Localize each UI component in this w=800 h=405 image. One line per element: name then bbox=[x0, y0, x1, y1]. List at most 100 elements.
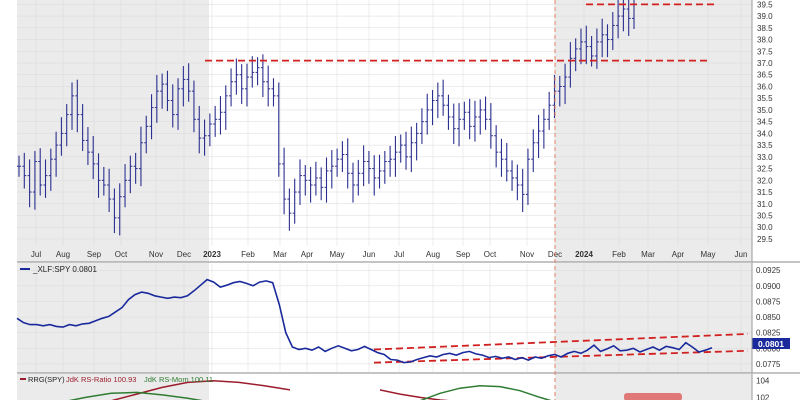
price-x-tick-label: Sep bbox=[87, 250, 102, 259]
price-bar bbox=[176, 78, 181, 130]
price-y-tick-label: 35.0 bbox=[757, 106, 773, 115]
ratio-grid bbox=[17, 264, 752, 372]
price-bar bbox=[584, 25, 589, 65]
price-x-tick-label: Jun bbox=[363, 250, 376, 259]
price-bar bbox=[80, 104, 85, 151]
price-bar bbox=[425, 93, 430, 135]
ratio-legend: _XLF:SPY 0.0801 bbox=[20, 265, 97, 274]
price-y-tick-label: 33.0 bbox=[757, 153, 773, 162]
ratio-series-line bbox=[16, 278, 713, 364]
price-bar bbox=[361, 145, 366, 187]
price-x-tick-label: Mar bbox=[641, 250, 655, 259]
price-bar bbox=[96, 153, 101, 198]
price-bar bbox=[213, 105, 218, 137]
price-bar bbox=[107, 168, 112, 212]
price-bar bbox=[75, 79, 80, 133]
price-bar bbox=[308, 166, 313, 203]
price-bar bbox=[91, 135, 96, 180]
price-bar bbox=[27, 159, 32, 208]
price-bar bbox=[594, 28, 599, 69]
price-bar bbox=[414, 122, 419, 161]
price-x-tick-label: May bbox=[329, 250, 344, 259]
price-bar bbox=[181, 66, 186, 107]
price-bar bbox=[271, 78, 276, 107]
rrg-y-tick-label: 104 bbox=[756, 377, 770, 386]
price-bar bbox=[504, 143, 509, 182]
rrg-series-line bbox=[59, 391, 251, 405]
price-bar bbox=[377, 154, 382, 189]
price-bar bbox=[409, 126, 414, 173]
price-bar bbox=[531, 129, 536, 173]
ratio-y-tick-label: 0.0775 bbox=[756, 360, 781, 369]
price-y-tick-label: 32.0 bbox=[757, 176, 773, 185]
price-y-tick-label: 37.0 bbox=[757, 59, 773, 68]
price-y-tick-label: 32.5 bbox=[757, 165, 773, 174]
price-bar bbox=[419, 108, 424, 144]
price-bar bbox=[319, 167, 324, 201]
price-bar bbox=[128, 155, 133, 194]
ratio-y-tick-label: 0.0925 bbox=[756, 266, 781, 275]
ratio-y-tick-label: 0.0900 bbox=[756, 282, 781, 291]
ratio-value-box bbox=[752, 338, 790, 349]
price-bar bbox=[340, 141, 345, 173]
price-bar bbox=[17, 155, 21, 177]
price-bar bbox=[266, 65, 271, 107]
price-bar bbox=[154, 74, 159, 123]
price-bar bbox=[382, 150, 387, 184]
price-bar bbox=[494, 125, 499, 168]
price-bar bbox=[207, 113, 212, 147]
price-bar bbox=[160, 73, 165, 109]
price-bar bbox=[70, 82, 75, 130]
price-bar bbox=[170, 84, 175, 128]
price-bar bbox=[101, 166, 106, 196]
ratio-shade-left bbox=[17, 263, 209, 373]
price-bar bbox=[313, 161, 318, 196]
price-bar bbox=[85, 127, 90, 166]
price-bar bbox=[239, 64, 244, 105]
price-x-tick-label: Apr bbox=[301, 250, 314, 259]
price-bar bbox=[329, 150, 334, 189]
rrg-y-axis: 102 104 bbox=[756, 377, 770, 403]
price-bar bbox=[292, 178, 297, 224]
price-bar bbox=[356, 159, 361, 196]
ratio-y-axis: 0.07750.08000.08250.08500.08750.09000.09… bbox=[756, 266, 781, 369]
price-x-tick-label: Oct bbox=[115, 250, 128, 259]
ratio-value-badge: 0.0801 bbox=[752, 338, 790, 349]
price-x-tick-label: Nov bbox=[149, 250, 163, 259]
price-bar bbox=[244, 63, 249, 107]
price-bar bbox=[563, 63, 568, 105]
price-x-tick-label: Jul bbox=[31, 250, 41, 259]
price-bar bbox=[366, 150, 371, 184]
price-y-tick-label: 36.0 bbox=[757, 82, 773, 91]
price-bar bbox=[186, 63, 191, 102]
price-bar bbox=[520, 168, 525, 212]
price-bar bbox=[202, 119, 207, 156]
price-bar bbox=[149, 94, 154, 140]
price-bar bbox=[510, 160, 515, 191]
price-bar bbox=[393, 135, 398, 177]
price-x-axis: Jul Aug Sep Oct Nov Dec 2023 Feb Mar Apr May Jun Jul… bbox=[31, 250, 748, 259]
price-bar bbox=[536, 114, 541, 159]
price-bar bbox=[446, 94, 451, 130]
price-panel: 29.5 30.0 30.5 31.0 31.5 32.0 32.5 33.0 33.5 34.0… bbox=[17, 0, 773, 262]
price-y-axis: 29.5 30.0 30.5 31.0 31.5 32.0 32.5 33.0 33.5 34.0… bbox=[757, 0, 773, 244]
price-bar bbox=[568, 42, 573, 88]
ratio-value-text: 0.0801 bbox=[758, 339, 784, 349]
price-bar bbox=[616, 0, 621, 39]
price-bar bbox=[335, 148, 340, 177]
price-bar bbox=[451, 103, 456, 144]
price-bar bbox=[573, 38, 578, 72]
price-y-tick-label: 29.5 bbox=[757, 235, 773, 244]
rrg-shade-left bbox=[17, 374, 209, 400]
price-bar bbox=[398, 134, 403, 163]
price-bar bbox=[478, 99, 483, 135]
price-bar bbox=[22, 152, 27, 189]
price-bar bbox=[483, 96, 488, 130]
price-bar bbox=[324, 157, 329, 203]
price-bar bbox=[287, 188, 292, 231]
price-bar bbox=[345, 138, 350, 189]
price-bar bbox=[117, 183, 122, 236]
price-bar bbox=[197, 105, 202, 154]
